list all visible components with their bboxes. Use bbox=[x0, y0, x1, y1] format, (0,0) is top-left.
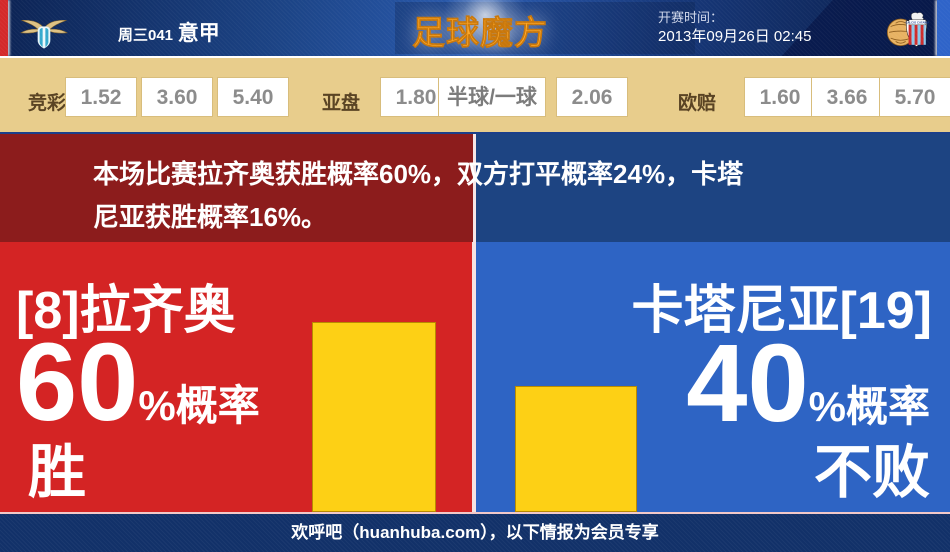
svg-text:CALCIO CATANIA: CALCIO CATANIA bbox=[905, 21, 929, 25]
